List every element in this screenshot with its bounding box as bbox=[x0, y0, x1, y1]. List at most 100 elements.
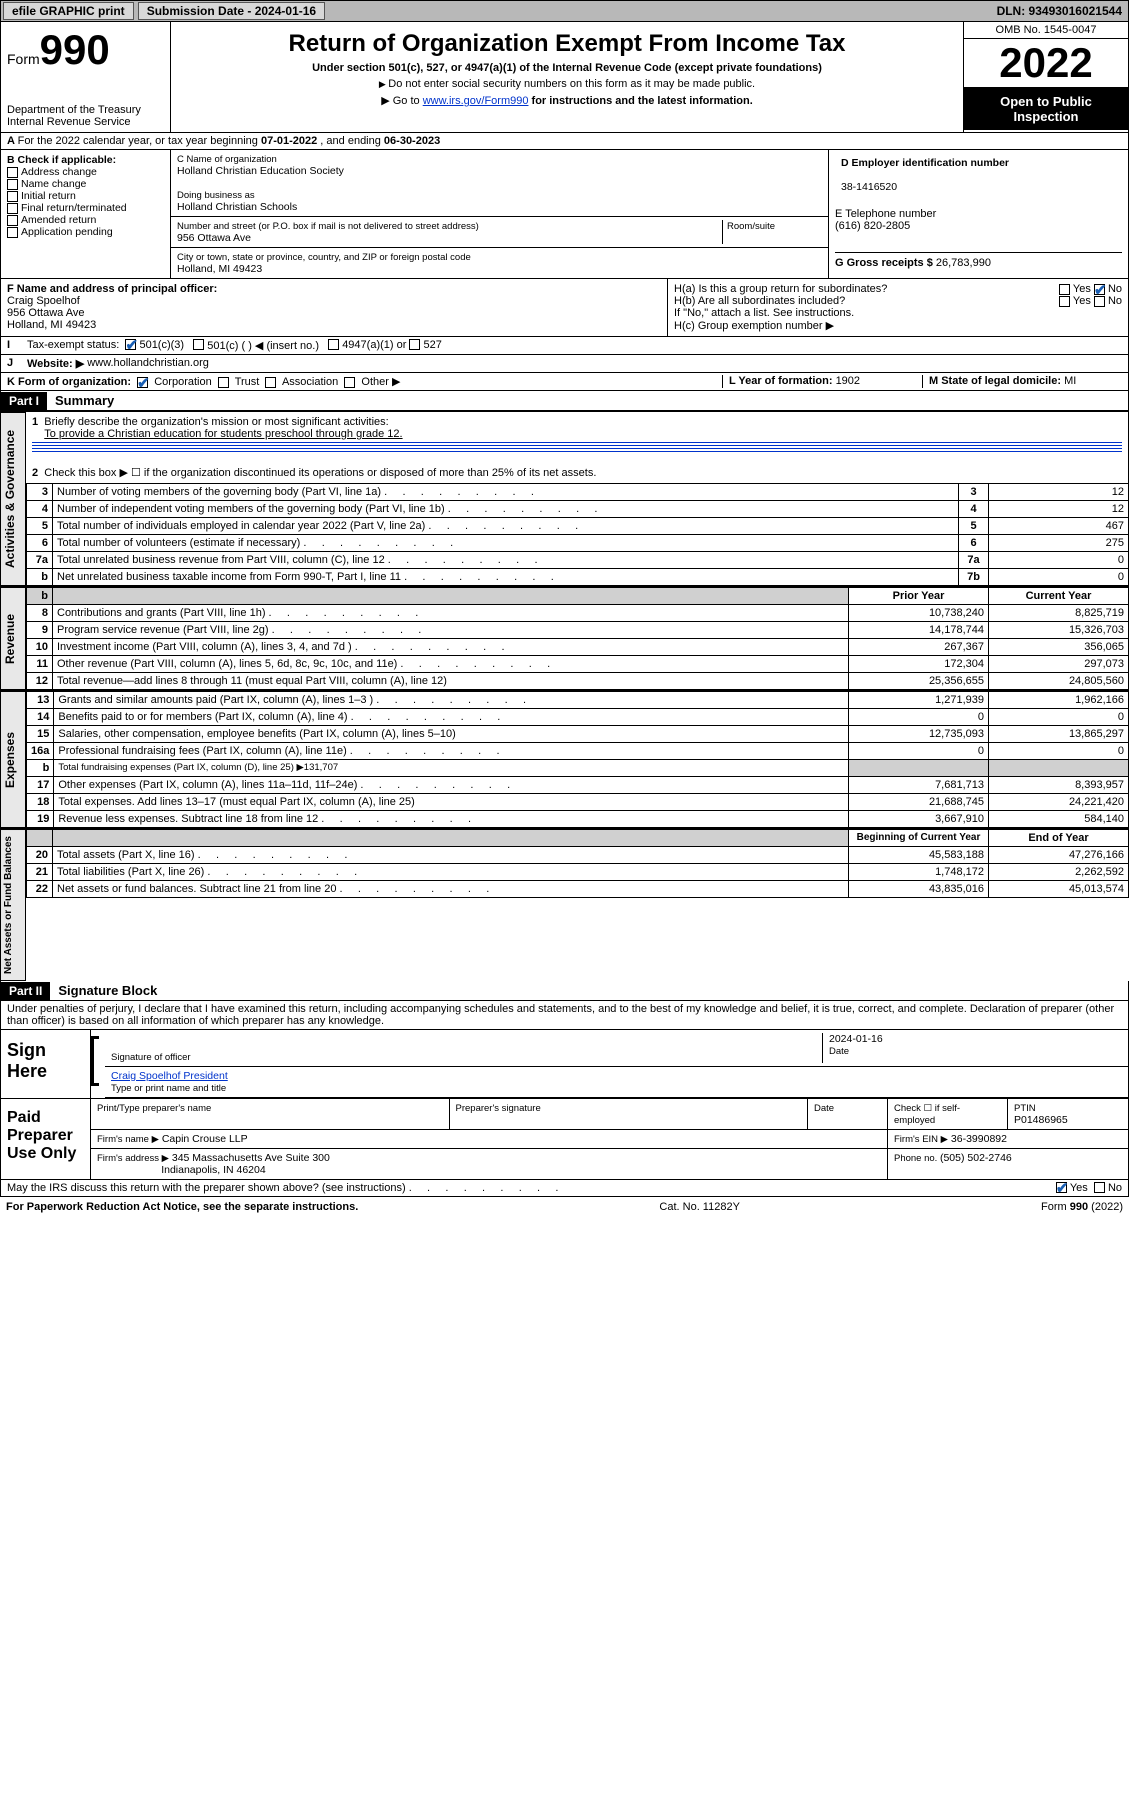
opt-corp: Corporation bbox=[154, 376, 211, 388]
header-center: Return of Organization Exempt From Incom… bbox=[171, 22, 963, 132]
col-b-label: B Check if applicable: bbox=[7, 154, 116, 166]
form-title: Return of Organization Exempt From Incom… bbox=[177, 30, 957, 58]
hb-label: H(b) Are all subordinates included? bbox=[674, 295, 845, 307]
vlabel-expenses: Expenses bbox=[0, 691, 26, 828]
discuss-row: May the IRS discuss this return with the… bbox=[0, 1180, 1129, 1197]
vlabel-governance: Activities & Governance bbox=[0, 412, 26, 586]
table-row: 9Program service revenue (Part VIII, lin… bbox=[27, 622, 1129, 639]
addr-label: Number and street (or P.O. box if mail i… bbox=[177, 221, 479, 232]
cb-association[interactable] bbox=[265, 377, 276, 388]
cb-501c3[interactable] bbox=[125, 339, 136, 350]
opt-other: Other ▶ bbox=[361, 376, 400, 388]
dba-name: Holland Christian Schools bbox=[177, 201, 297, 213]
sig-officer-label: Signature of officer bbox=[111, 1052, 191, 1063]
gross-value: 26,783,990 bbox=[936, 257, 991, 269]
cb-trust[interactable] bbox=[218, 377, 229, 388]
firm-ein-label: Firm's EIN ▶ bbox=[894, 1134, 948, 1145]
goto-note: ▶ Go to www.irs.gov/Form990 for instruct… bbox=[177, 94, 957, 107]
cb-527[interactable] bbox=[409, 339, 420, 350]
omb-number: OMB No. 1545-0047 bbox=[964, 22, 1128, 39]
part2-declaration: Under penalties of perjury, I declare th… bbox=[0, 1001, 1129, 1030]
form-990-number: 990 bbox=[40, 26, 110, 73]
open-to-public: Open to Public Inspection bbox=[964, 88, 1128, 130]
org-name-cell: C Name of organization Holland Christian… bbox=[171, 150, 828, 217]
netassets-body: Beginning of Current YearEnd of Year 20T… bbox=[26, 829, 1129, 981]
sig-date: 2024-01-16 bbox=[829, 1033, 883, 1045]
line-a-tax-year: A For the 2022 calendar year, or tax yea… bbox=[0, 133, 1129, 150]
year-formation: 1902 bbox=[836, 375, 860, 387]
irs-form990-link[interactable]: www.irs.gov/Form990 bbox=[423, 95, 529, 107]
ha-no-cb[interactable] bbox=[1094, 284, 1105, 295]
cb-corporation[interactable] bbox=[137, 377, 148, 388]
ha-yes-cb[interactable] bbox=[1059, 284, 1070, 295]
cb-amended-return[interactable] bbox=[7, 215, 18, 226]
opt-501c3: 501(c)(3) bbox=[139, 339, 184, 352]
discuss-no-cb[interactable] bbox=[1094, 1182, 1105, 1193]
gross-label: G Gross receipts $ bbox=[835, 257, 936, 269]
efile-print-button[interactable]: efile GRAPHIC print bbox=[3, 2, 134, 20]
table-row: 11Other revenue (Part VIII, column (A), … bbox=[27, 656, 1129, 673]
section-netassets: Net Assets or Fund Balances Beginning of… bbox=[0, 828, 1129, 981]
line-l-label: L Year of formation: bbox=[729, 375, 836, 387]
table-row: 8Contributions and grants (Part VIII, li… bbox=[27, 605, 1129, 622]
phone-label: E Telephone number bbox=[835, 208, 936, 220]
cb-label-pending: Application pending bbox=[21, 226, 113, 238]
firm-addr-label: Firm's address ▶ bbox=[97, 1153, 169, 1164]
officer-name-title-label: Type or print name and title bbox=[111, 1083, 226, 1094]
cb-address-change[interactable] bbox=[7, 167, 18, 178]
hb-note: If "No," attach a list. See instructions… bbox=[674, 307, 1122, 319]
officer-name-link[interactable]: Craig Spoelhof President bbox=[111, 1070, 228, 1082]
prep-self-label: Check ☐ if self-employed bbox=[894, 1103, 960, 1126]
cb-initial-return[interactable] bbox=[7, 191, 18, 202]
table-row: 3Number of voting members of the governi… bbox=[27, 484, 1129, 501]
goto-suffix: for instructions and the latest informat… bbox=[528, 95, 752, 107]
hb-no-cb[interactable] bbox=[1094, 296, 1105, 307]
ha-no: No bbox=[1108, 283, 1122, 295]
section-governance: Activities & Governance 1 Briefly descri… bbox=[0, 411, 1129, 586]
table-row: 14Benefits paid to or for members (Part … bbox=[27, 709, 1129, 726]
line-klm: K Form of organization: Corporation Trus… bbox=[0, 373, 1129, 391]
line-m-label: M State of legal domicile: bbox=[929, 375, 1064, 387]
table-row: 7aTotal unrelated business revenue from … bbox=[27, 552, 1129, 569]
tax-year: 2022 bbox=[964, 39, 1128, 88]
hb-yes-cb[interactable] bbox=[1059, 296, 1070, 307]
discuss-no: No bbox=[1108, 1182, 1122, 1194]
form-header: Form990 Department of the Treasury Inter… bbox=[0, 22, 1129, 133]
footer-right: Form 990 (2022) bbox=[1041, 1201, 1123, 1213]
bracket-icon bbox=[91, 1036, 99, 1086]
cb-application-pending[interactable] bbox=[7, 227, 18, 238]
line-1-2: 1 Briefly describe the organization's mi… bbox=[26, 412, 1129, 483]
cb-name-change[interactable] bbox=[7, 179, 18, 190]
part1-header-row: Part I Summary bbox=[0, 391, 1129, 411]
cb-final-return[interactable] bbox=[7, 203, 18, 214]
submission-date-button[interactable]: Submission Date - 2024-01-16 bbox=[138, 2, 325, 20]
cb-label-final: Final return/terminated bbox=[21, 202, 127, 214]
opt-501c: 501(c) ( ) ◀ (insert no.) bbox=[207, 339, 319, 352]
discuss-yes: Yes bbox=[1070, 1182, 1088, 1194]
prep-name-label: Print/Type preparer's name bbox=[97, 1103, 211, 1114]
ha-yes: Yes bbox=[1073, 283, 1091, 295]
paid-preparer-label: Paid Preparer Use Only bbox=[1, 1099, 91, 1179]
prep-sig-label: Preparer's signature bbox=[456, 1103, 541, 1114]
footer-center: Cat. No. 11282Y bbox=[659, 1201, 740, 1213]
cb-501c[interactable] bbox=[193, 339, 204, 350]
discuss-yes-cb[interactable] bbox=[1056, 1182, 1067, 1193]
dept-treasury: Department of the Treasury bbox=[7, 104, 164, 116]
tax-year-begin: 07-01-2022 bbox=[261, 135, 317, 147]
ptin-value: P01486965 bbox=[1014, 1114, 1068, 1126]
col-c-org-info: C Name of organization Holland Christian… bbox=[171, 150, 828, 278]
part2-header-row: Part II Signature Block bbox=[0, 981, 1129, 1001]
addr-cell: Number and street (or P.O. box if mail i… bbox=[171, 217, 828, 248]
cb-4947[interactable] bbox=[328, 339, 339, 350]
tax-year-end: 06-30-2023 bbox=[384, 135, 440, 147]
mission-text: To provide a Christian education for stu… bbox=[44, 428, 402, 440]
fh-row: F Name and address of principal officer:… bbox=[0, 279, 1129, 337]
hb-no: No bbox=[1108, 295, 1122, 307]
ein-value: 38-1416520 bbox=[841, 181, 897, 193]
line2-text: Check this box ▶ ☐ if the organization d… bbox=[44, 467, 596, 479]
cb-other[interactable] bbox=[344, 377, 355, 388]
cb-label-amended: Amended return bbox=[21, 214, 96, 226]
opt-trust: Trust bbox=[235, 376, 260, 388]
revenue-body: bPrior YearCurrent Year 8Contributions a… bbox=[26, 587, 1129, 690]
opt-assoc: Association bbox=[282, 376, 338, 388]
